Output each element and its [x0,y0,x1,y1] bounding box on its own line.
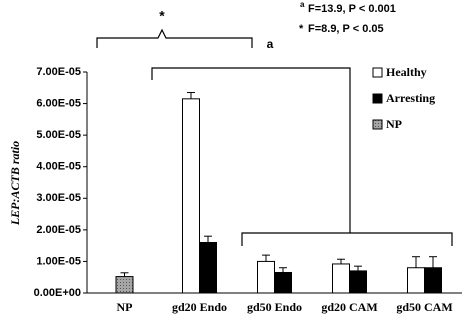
annotation-marker: * [299,23,304,35]
x-tick-label: NP [117,300,133,314]
y-tick-label: 6.00E-05 [36,97,81,109]
y-tick-label: 4.00E-05 [36,161,81,173]
bracket-label: a [267,37,274,51]
x-tick-label: gd50 Endo [247,300,302,314]
y-tick-label: 2.00E-05 [36,224,81,236]
y-tick-label: 1.00E-05 [36,255,81,267]
legend-swatch [372,93,383,104]
legend-swatch [372,67,383,78]
bar [182,98,200,294]
bracket [241,232,453,246]
bar [274,271,292,294]
y-tick-label: 7.00E-05 [36,66,81,78]
y-tick-label: 0.00E+00 [34,287,81,299]
bar [349,270,367,294]
bar [199,241,217,294]
bar [332,263,350,294]
bracket [96,28,253,48]
y-tick-label: 5.00E-05 [36,129,81,141]
legend-label: NP [386,117,402,131]
legend-label: Healthy [386,65,427,79]
annotation-marker: a [300,0,305,9]
annotation: F=13.9, P < 0.001 [308,3,396,15]
annotation: F=8.9, P < 0.05 [308,23,384,35]
bar [257,260,275,294]
y-axis-label: LEP:ACTB ratio [8,141,22,226]
x-tick-label: gd50 CAM [396,300,452,314]
bar [115,276,134,294]
bracket-label: * [159,8,165,24]
bracket [151,67,351,233]
x-tick-label: gd20 CAM [321,300,377,314]
bar [424,267,442,294]
legend-label: Arresting [386,91,435,105]
bar [407,267,425,294]
legend-swatch [372,119,383,130]
x-tick-label: gd20 Endo [172,300,227,314]
y-tick-label: 3.00E-05 [36,192,81,204]
